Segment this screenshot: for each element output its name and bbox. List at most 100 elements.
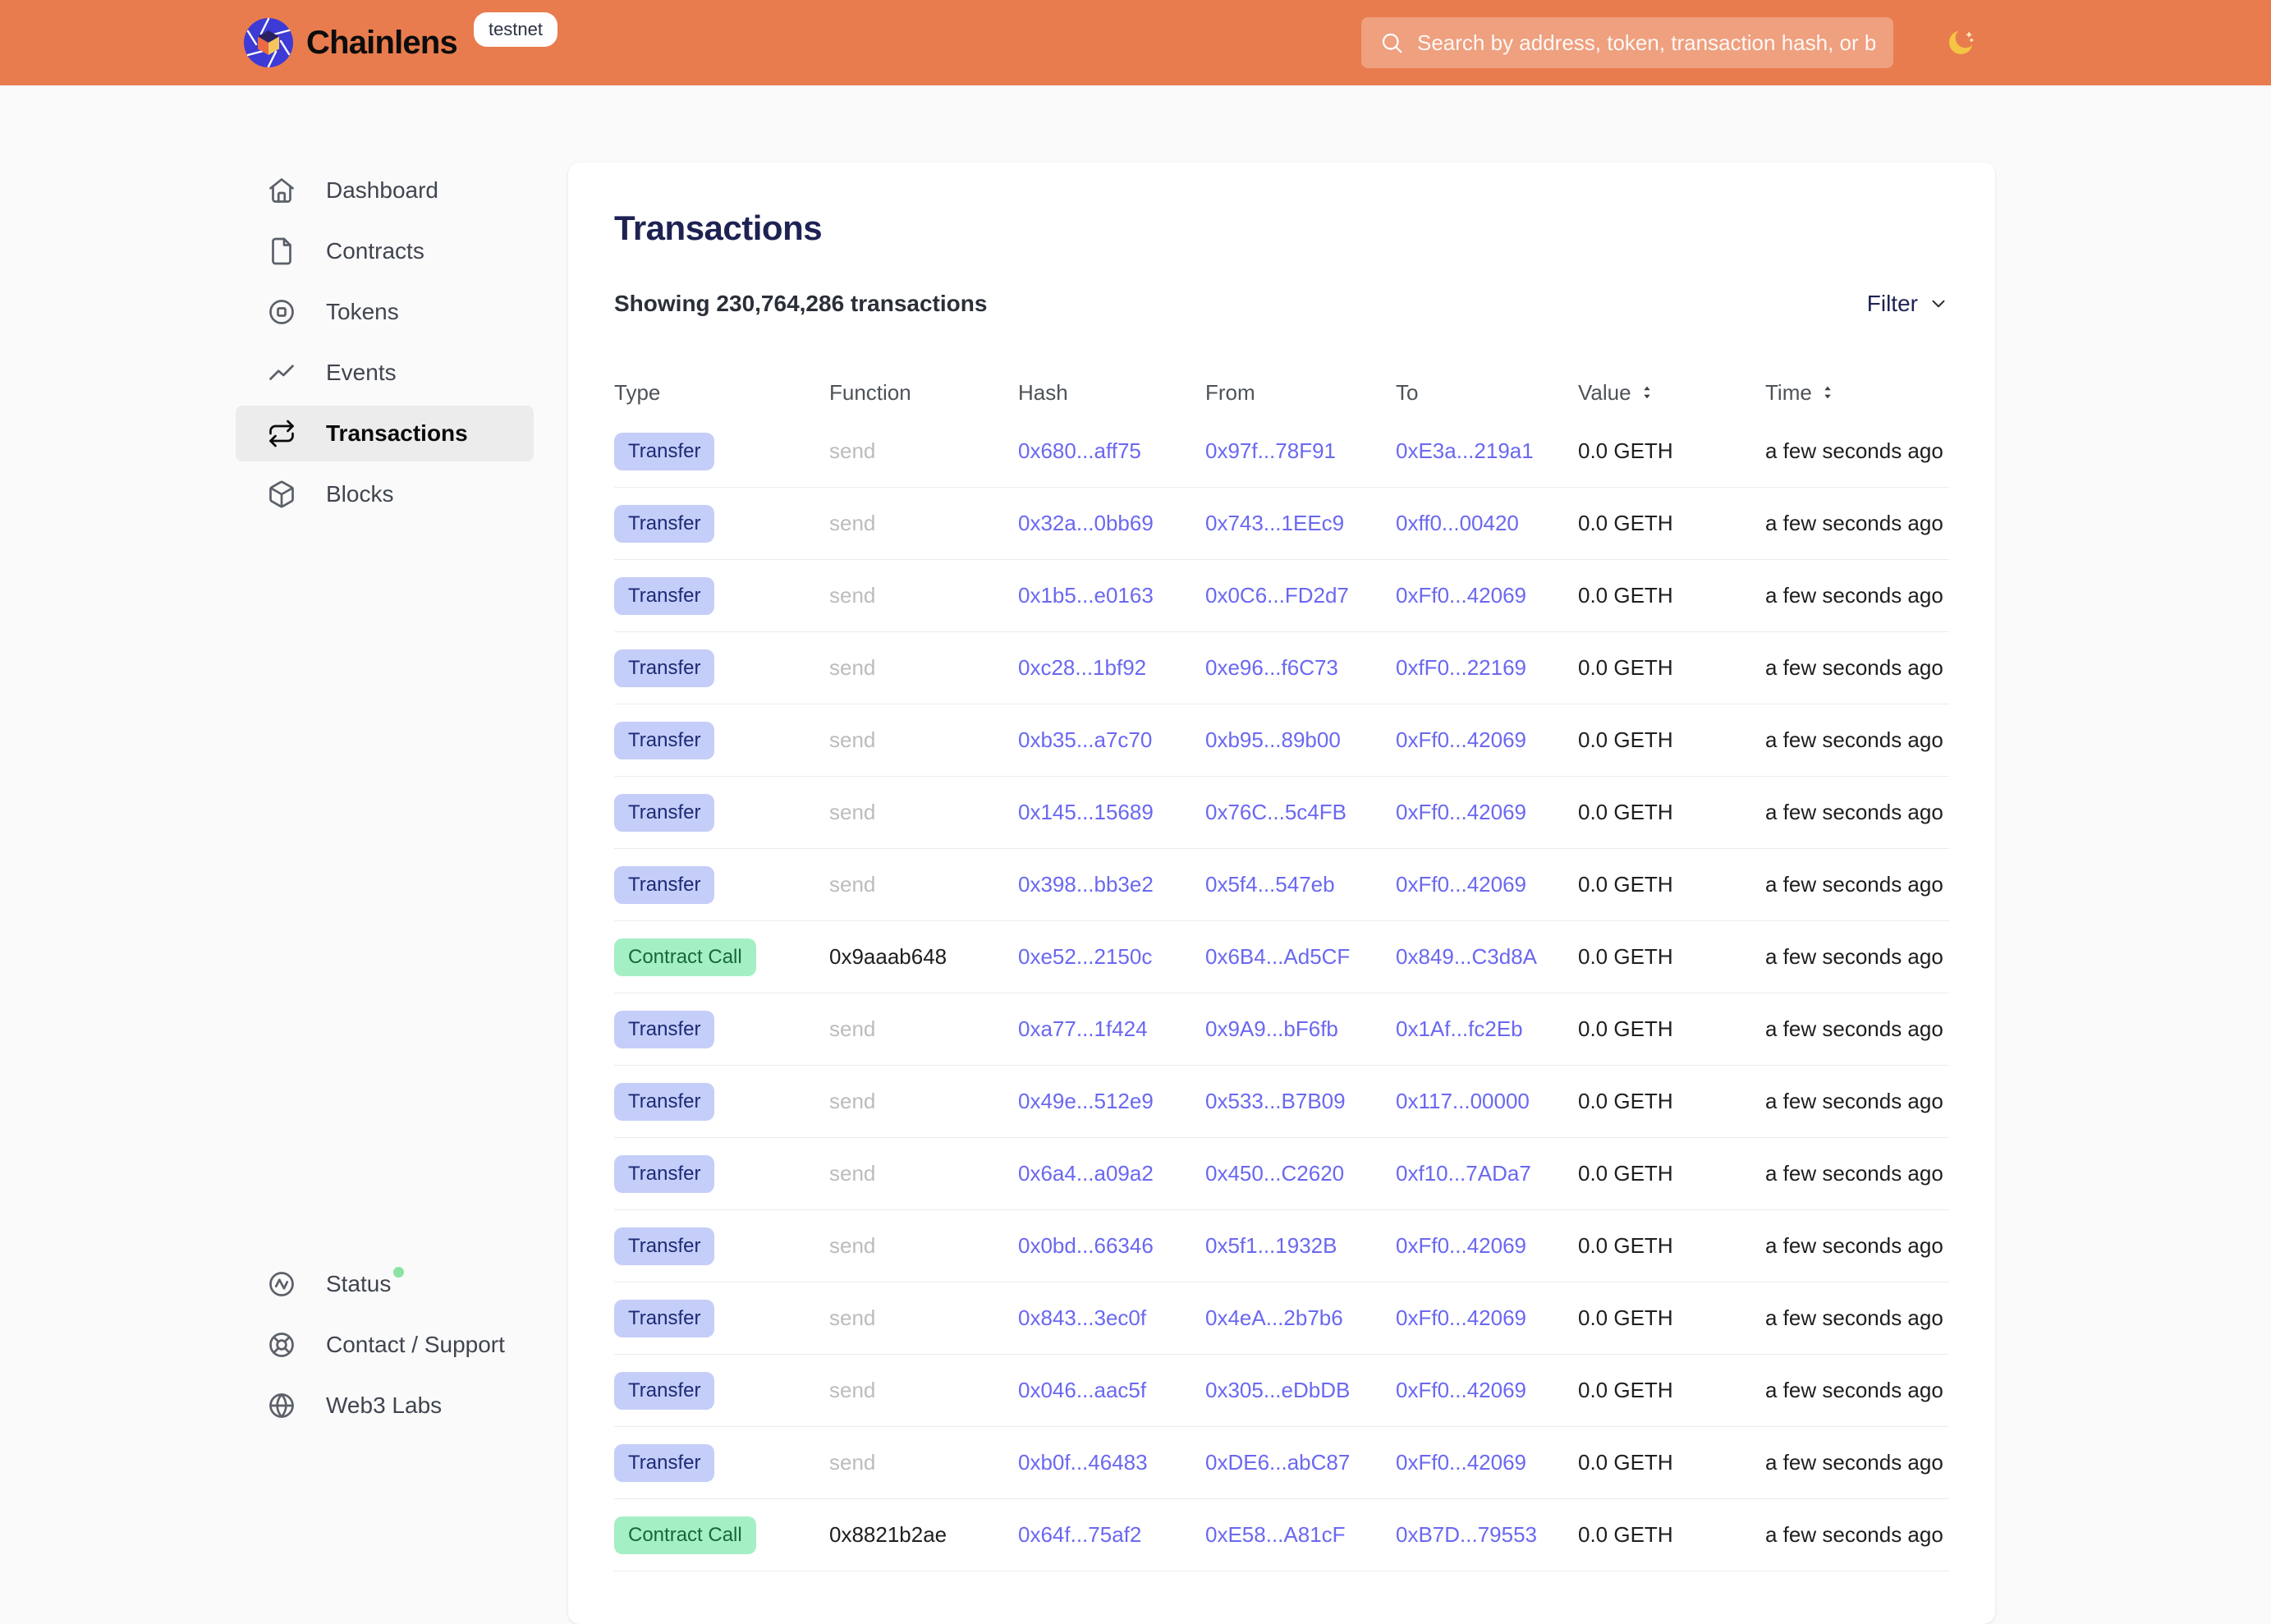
from-link[interactable]: 0x76C...5c4FB [1205, 800, 1347, 824]
table-row: Transfer send 0x32a...0bb69 0x743...1EEc… [614, 488, 1949, 560]
type-badge: Transfer [614, 721, 715, 759]
hash-link[interactable]: 0x145...15689 [1018, 800, 1154, 824]
function-cell: 0x9aaab648 [829, 944, 947, 969]
sidebar-item-status[interactable]: Status [236, 1256, 534, 1312]
to-link[interactable]: 0xFf0...42069 [1396, 1305, 1526, 1330]
column-header-time[interactable]: Time [1765, 380, 1949, 406]
hash-link[interactable]: 0xb35...a7c70 [1018, 727, 1153, 752]
lifebuoy-icon [267, 1330, 296, 1360]
from-link[interactable]: 0x743...1EEc9 [1205, 511, 1345, 535]
sidebar-item-label: Contracts [326, 238, 424, 264]
sidebar-footer: Status Contact / Support Web3 Labs [236, 1256, 534, 1438]
to-link[interactable]: 0xf10...7ADa7 [1396, 1161, 1531, 1186]
hash-link[interactable]: 0x0bd...66346 [1018, 1233, 1154, 1258]
to-link[interactable]: 0xFf0...42069 [1396, 1450, 1526, 1475]
table-row: Transfer send 0x0bd...66346 0x5f1...1932… [614, 1210, 1949, 1282]
function-cell: send [829, 1450, 876, 1475]
meta-row: Showing 230,764,286 transactions Filter [614, 291, 1949, 317]
to-link[interactable]: 0xB7D...79553 [1396, 1522, 1538, 1547]
hash-link[interactable]: 0x49e...512e9 [1018, 1089, 1154, 1113]
function-cell: send [829, 1305, 876, 1330]
to-link[interactable]: 0x117...00000 [1396, 1089, 1530, 1113]
hash-link[interactable]: 0xb0f...46483 [1018, 1450, 1148, 1475]
search-input[interactable] [1417, 30, 1875, 56]
function-cell: send [829, 1016, 876, 1041]
hash-link[interactable]: 0x32a...0bb69 [1018, 511, 1154, 535]
to-link[interactable]: 0xfF0...22169 [1396, 655, 1526, 680]
from-link[interactable]: 0xE58...A81cF [1205, 1522, 1346, 1547]
search-box[interactable] [1361, 17, 1893, 68]
from-link[interactable]: 0x97f...78F91 [1205, 438, 1336, 463]
from-link[interactable]: 0xDE6...abC87 [1205, 1450, 1351, 1475]
from-link[interactable]: 0x5f1...1932B [1205, 1233, 1337, 1258]
to-link[interactable]: 0xFf0...42069 [1396, 872, 1526, 897]
to-link[interactable]: 0xFf0...42069 [1396, 1233, 1526, 1258]
hash-link[interactable]: 0xc28...1bf92 [1018, 655, 1147, 680]
value-cell: 0.0 GETH [1578, 655, 1673, 680]
column-header-function: Function [829, 379, 911, 405]
from-link[interactable]: 0x5f4...547eb [1205, 872, 1335, 897]
table-row: Transfer send 0xa77...1f424 0x9A9...bF6f… [614, 993, 1949, 1066]
table-row: Transfer send 0xb35...a7c70 0xb95...89b0… [614, 704, 1949, 777]
value-cell: 0.0 GETH [1578, 1305, 1673, 1330]
from-link[interactable]: 0x9A9...bF6fb [1205, 1016, 1338, 1041]
type-badge: Transfer [614, 1443, 715, 1482]
sidebar-item-label: Transactions [326, 420, 468, 446]
filter-label: Filter [1866, 291, 1918, 316]
time-cell: a few seconds ago [1765, 944, 1943, 969]
sidebar-item-events[interactable]: Events [236, 345, 534, 401]
sidebar-item-web3-labs[interactable]: Web3 Labs [236, 1378, 534, 1434]
hash-link[interactable]: 0x680...aff75 [1018, 438, 1141, 463]
from-link[interactable]: 0x450...C2620 [1205, 1161, 1345, 1186]
to-link[interactable]: 0x849...C3d8A [1396, 944, 1538, 969]
from-link[interactable]: 0x0C6...FD2d7 [1205, 583, 1349, 608]
sort-icon[interactable] [1638, 383, 1656, 401]
moon-icon [1943, 25, 1978, 60]
column-header-value[interactable]: Value [1578, 380, 1765, 406]
hash-link[interactable]: 0x046...aac5f [1018, 1378, 1147, 1402]
to-link[interactable]: 0xFf0...42069 [1396, 727, 1526, 752]
sidebar-item-tokens[interactable]: Tokens [236, 284, 534, 340]
hash-link[interactable]: 0xa77...1f424 [1018, 1016, 1148, 1041]
function-cell: send [829, 583, 876, 608]
from-link[interactable]: 0x533...B7B09 [1205, 1089, 1346, 1113]
hash-link[interactable]: 0x843...3ec0f [1018, 1305, 1147, 1330]
hash-link[interactable]: 0x1b5...e0163 [1018, 583, 1154, 608]
type-badge: Contract Call [614, 1516, 756, 1554]
to-link[interactable]: 0xFf0...42069 [1396, 583, 1526, 608]
sidebar-item-transactions[interactable]: Transactions [236, 406, 534, 461]
time-cell: a few seconds ago [1765, 583, 1943, 608]
from-link[interactable]: 0x305...eDbDB [1205, 1378, 1351, 1402]
type-badge: Transfer [614, 649, 715, 687]
theme-toggle-button[interactable] [1939, 21, 1982, 64]
sort-icon[interactable] [1819, 383, 1837, 401]
file-icon [267, 236, 296, 266]
brand-logo[interactable]: Chainlens testnet [242, 12, 557, 69]
chainlens-logo-icon [242, 16, 295, 69]
sidebar-item-dashboard[interactable]: Dashboard [236, 163, 534, 218]
sidebar-item-blocks[interactable]: Blocks [236, 466, 534, 522]
to-link[interactable]: 0xE3a...219a1 [1396, 438, 1534, 463]
to-link[interactable]: 0xFf0...42069 [1396, 1378, 1526, 1402]
hash-link[interactable]: 0xe52...2150c [1018, 944, 1153, 969]
sidebar-item-contact-support[interactable]: Contact / Support [236, 1317, 534, 1373]
sidebar-item-contracts[interactable]: Contracts [236, 223, 534, 279]
repeat-icon [267, 419, 296, 448]
hash-link[interactable]: 0x64f...75af2 [1018, 1522, 1142, 1547]
function-cell: send [829, 1161, 876, 1186]
to-link[interactable]: 0xff0...00420 [1396, 511, 1519, 535]
filter-button[interactable]: Filter [1867, 291, 1949, 317]
from-link[interactable]: 0x6B4...Ad5CF [1205, 944, 1351, 969]
from-link[interactable]: 0x4eA...2b7b6 [1205, 1305, 1343, 1330]
from-link[interactable]: 0xe96...f6C73 [1205, 655, 1338, 680]
status-icon [267, 1269, 296, 1299]
to-link[interactable]: 0xFf0...42069 [1396, 800, 1526, 824]
table-row: Transfer send 0x046...aac5f 0x305...eDbD… [614, 1355, 1949, 1427]
from-link[interactable]: 0xb95...89b00 [1205, 727, 1341, 752]
to-link[interactable]: 0x1Af...fc2Eb [1396, 1016, 1523, 1041]
type-badge: Transfer [614, 793, 715, 832]
hash-link[interactable]: 0x6a4...a09a2 [1018, 1161, 1154, 1186]
time-cell: a few seconds ago [1765, 1522, 1943, 1547]
value-cell: 0.0 GETH [1578, 1522, 1673, 1547]
hash-link[interactable]: 0x398...bb3e2 [1018, 872, 1154, 897]
